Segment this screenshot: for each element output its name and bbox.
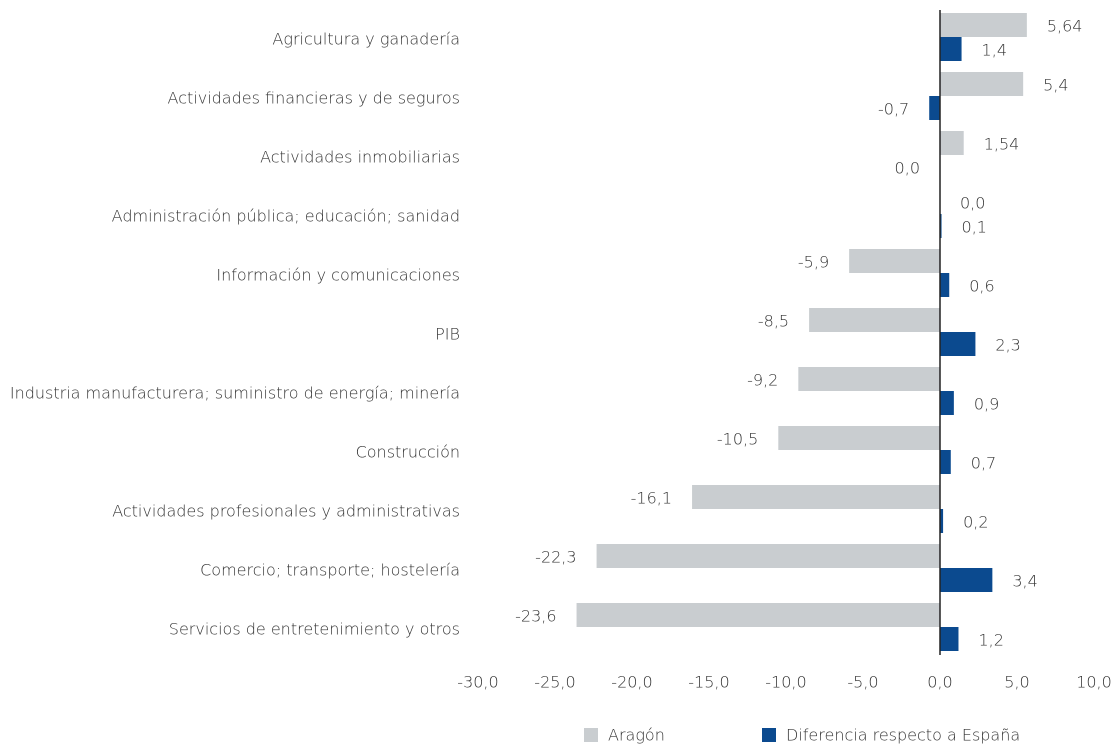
x-tick-label: -25,0: [534, 673, 575, 692]
category-label: Administración pública; educación; sanid…: [112, 207, 460, 226]
value-label: 1,2: [978, 631, 1003, 650]
bar: [809, 308, 940, 332]
value-label: 2,3: [995, 336, 1020, 355]
legend-swatch: [584, 728, 598, 742]
bar: [576, 603, 940, 627]
value-label: 0,2: [963, 513, 988, 532]
bar: [849, 249, 940, 273]
bar: [940, 568, 993, 592]
value-label: -22,3: [535, 548, 576, 567]
value-label: 0,6: [969, 277, 994, 296]
category-label: Actividades inmobiliarias: [260, 148, 460, 167]
category-label: Comercio; transporte; hostelería: [200, 561, 460, 580]
bar: [940, 37, 962, 61]
x-tick-label: -15,0: [688, 673, 729, 692]
value-label: 0,1: [962, 218, 987, 237]
value-label: -0,7: [878, 100, 909, 119]
value-label: 0,7: [971, 454, 996, 473]
value-label: 0,0: [895, 159, 920, 178]
category-label: PIB: [435, 325, 460, 344]
bar: [940, 509, 944, 533]
category-label: Información y comunicaciones: [216, 266, 460, 285]
bar: [692, 485, 940, 509]
category-label: Actividades financieras y de seguros: [168, 89, 460, 108]
legend-label: Diferencia respecto a España: [786, 726, 1020, 745]
bar: [940, 332, 976, 356]
value-label: 1,54: [984, 135, 1020, 154]
value-label: -8,5: [758, 312, 789, 331]
category-label: Servicios de entretenimiento y otros: [169, 620, 460, 639]
x-tick-label: -30,0: [457, 673, 498, 692]
bar: [940, 13, 1027, 37]
value-label: -9,2: [747, 371, 778, 390]
x-tick-label: 5,0: [1004, 673, 1029, 692]
bar: [940, 627, 959, 651]
value-label: -16,1: [631, 489, 672, 508]
bar: [940, 391, 954, 415]
bar: [940, 273, 950, 297]
bar: [940, 214, 942, 238]
x-tick-label: -5,0: [847, 673, 878, 692]
value-label: 5,4: [1043, 76, 1068, 95]
x-tick-label: -10,0: [765, 673, 806, 692]
category-label: Construcción: [356, 443, 460, 462]
bar: [940, 131, 964, 155]
category-label: Actividades profesionales y administrati…: [112, 502, 460, 521]
bar: [940, 450, 951, 474]
bar: [940, 72, 1024, 96]
value-label: 0,0: [960, 194, 985, 213]
x-tick-label: 10,0: [1076, 673, 1112, 692]
bar: [929, 96, 940, 120]
value-label: 3,4: [1012, 572, 1037, 591]
category-label: Agricultura y ganadería: [272, 30, 460, 49]
category-label: Industria manufacturera; suministro de e…: [10, 384, 460, 403]
bar: [778, 426, 940, 450]
value-label: -23,6: [515, 607, 556, 626]
value-label: 1,4: [982, 41, 1007, 60]
value-label: -10,5: [717, 430, 758, 449]
bar: [798, 367, 940, 391]
x-tick-label: -20,0: [611, 673, 652, 692]
value-label: 5,64: [1047, 17, 1083, 36]
value-label: -5,9: [798, 253, 829, 272]
legend-label: Aragón: [608, 726, 665, 745]
x-tick-label: 0,0: [927, 673, 952, 692]
legend-swatch: [762, 728, 776, 742]
value-label: 0,9: [974, 395, 999, 414]
bar: [596, 544, 940, 568]
